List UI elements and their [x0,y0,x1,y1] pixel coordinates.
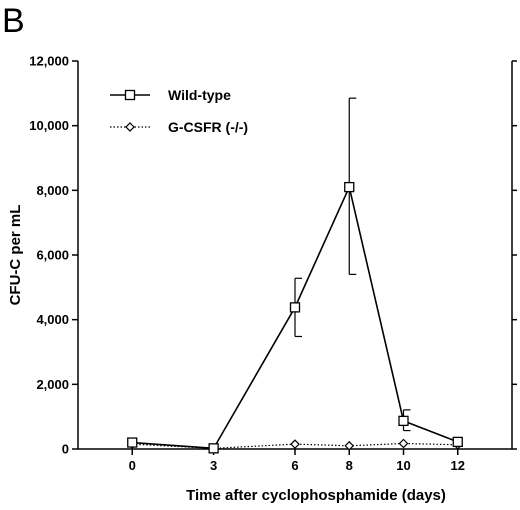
y-axis-ticks: 0 2,000 4,000 6,000 8,000 10,000 12,000 [29,54,517,457]
legend-marker [124,89,136,101]
y-tick-label: 12,000 [29,54,69,69]
axes [77,61,513,450]
x-tick-label: 0 [129,458,136,473]
y-axis-title: CFU-C per mL [7,205,24,306]
data-point [290,439,300,449]
y-tick-label: 8,000 [36,183,69,198]
legend: Wild-type G-CSFR (-/-) [110,87,248,135]
x-tick-label: 10 [396,458,410,473]
y-tick-label: 2,000 [36,377,69,392]
series-wild-type [127,97,463,454]
x-tick-label: 3 [210,458,217,473]
y-tick-label: 10,000 [29,118,69,133]
data-point [289,302,301,313]
data-point [398,415,409,427]
x-axis-title: Time after cyclophosphamide (days) [186,487,446,504]
data-point [127,437,138,448]
legend-label: Wild-type [168,87,231,103]
legend-label: G-CSFR (-/-) [168,119,248,135]
x-tick-label: 12 [451,458,465,473]
series-layer [127,97,463,454]
data-point [344,440,355,451]
y-tick-label: 6,000 [36,248,69,263]
panel-label: B [2,2,25,40]
y-tick-label: 4,000 [36,312,69,327]
data-point [344,181,355,193]
series-line [132,184,459,450]
x-tick-label: 8 [346,458,353,473]
data-point [208,443,219,454]
legend-marker [125,122,135,132]
x-tick-label: 6 [291,458,298,473]
y-tick-label: 0 [62,442,69,457]
x-axis-ticks: 0 3 6 8 10 12 [129,449,465,473]
data-point [452,436,463,448]
data-point [398,438,409,449]
